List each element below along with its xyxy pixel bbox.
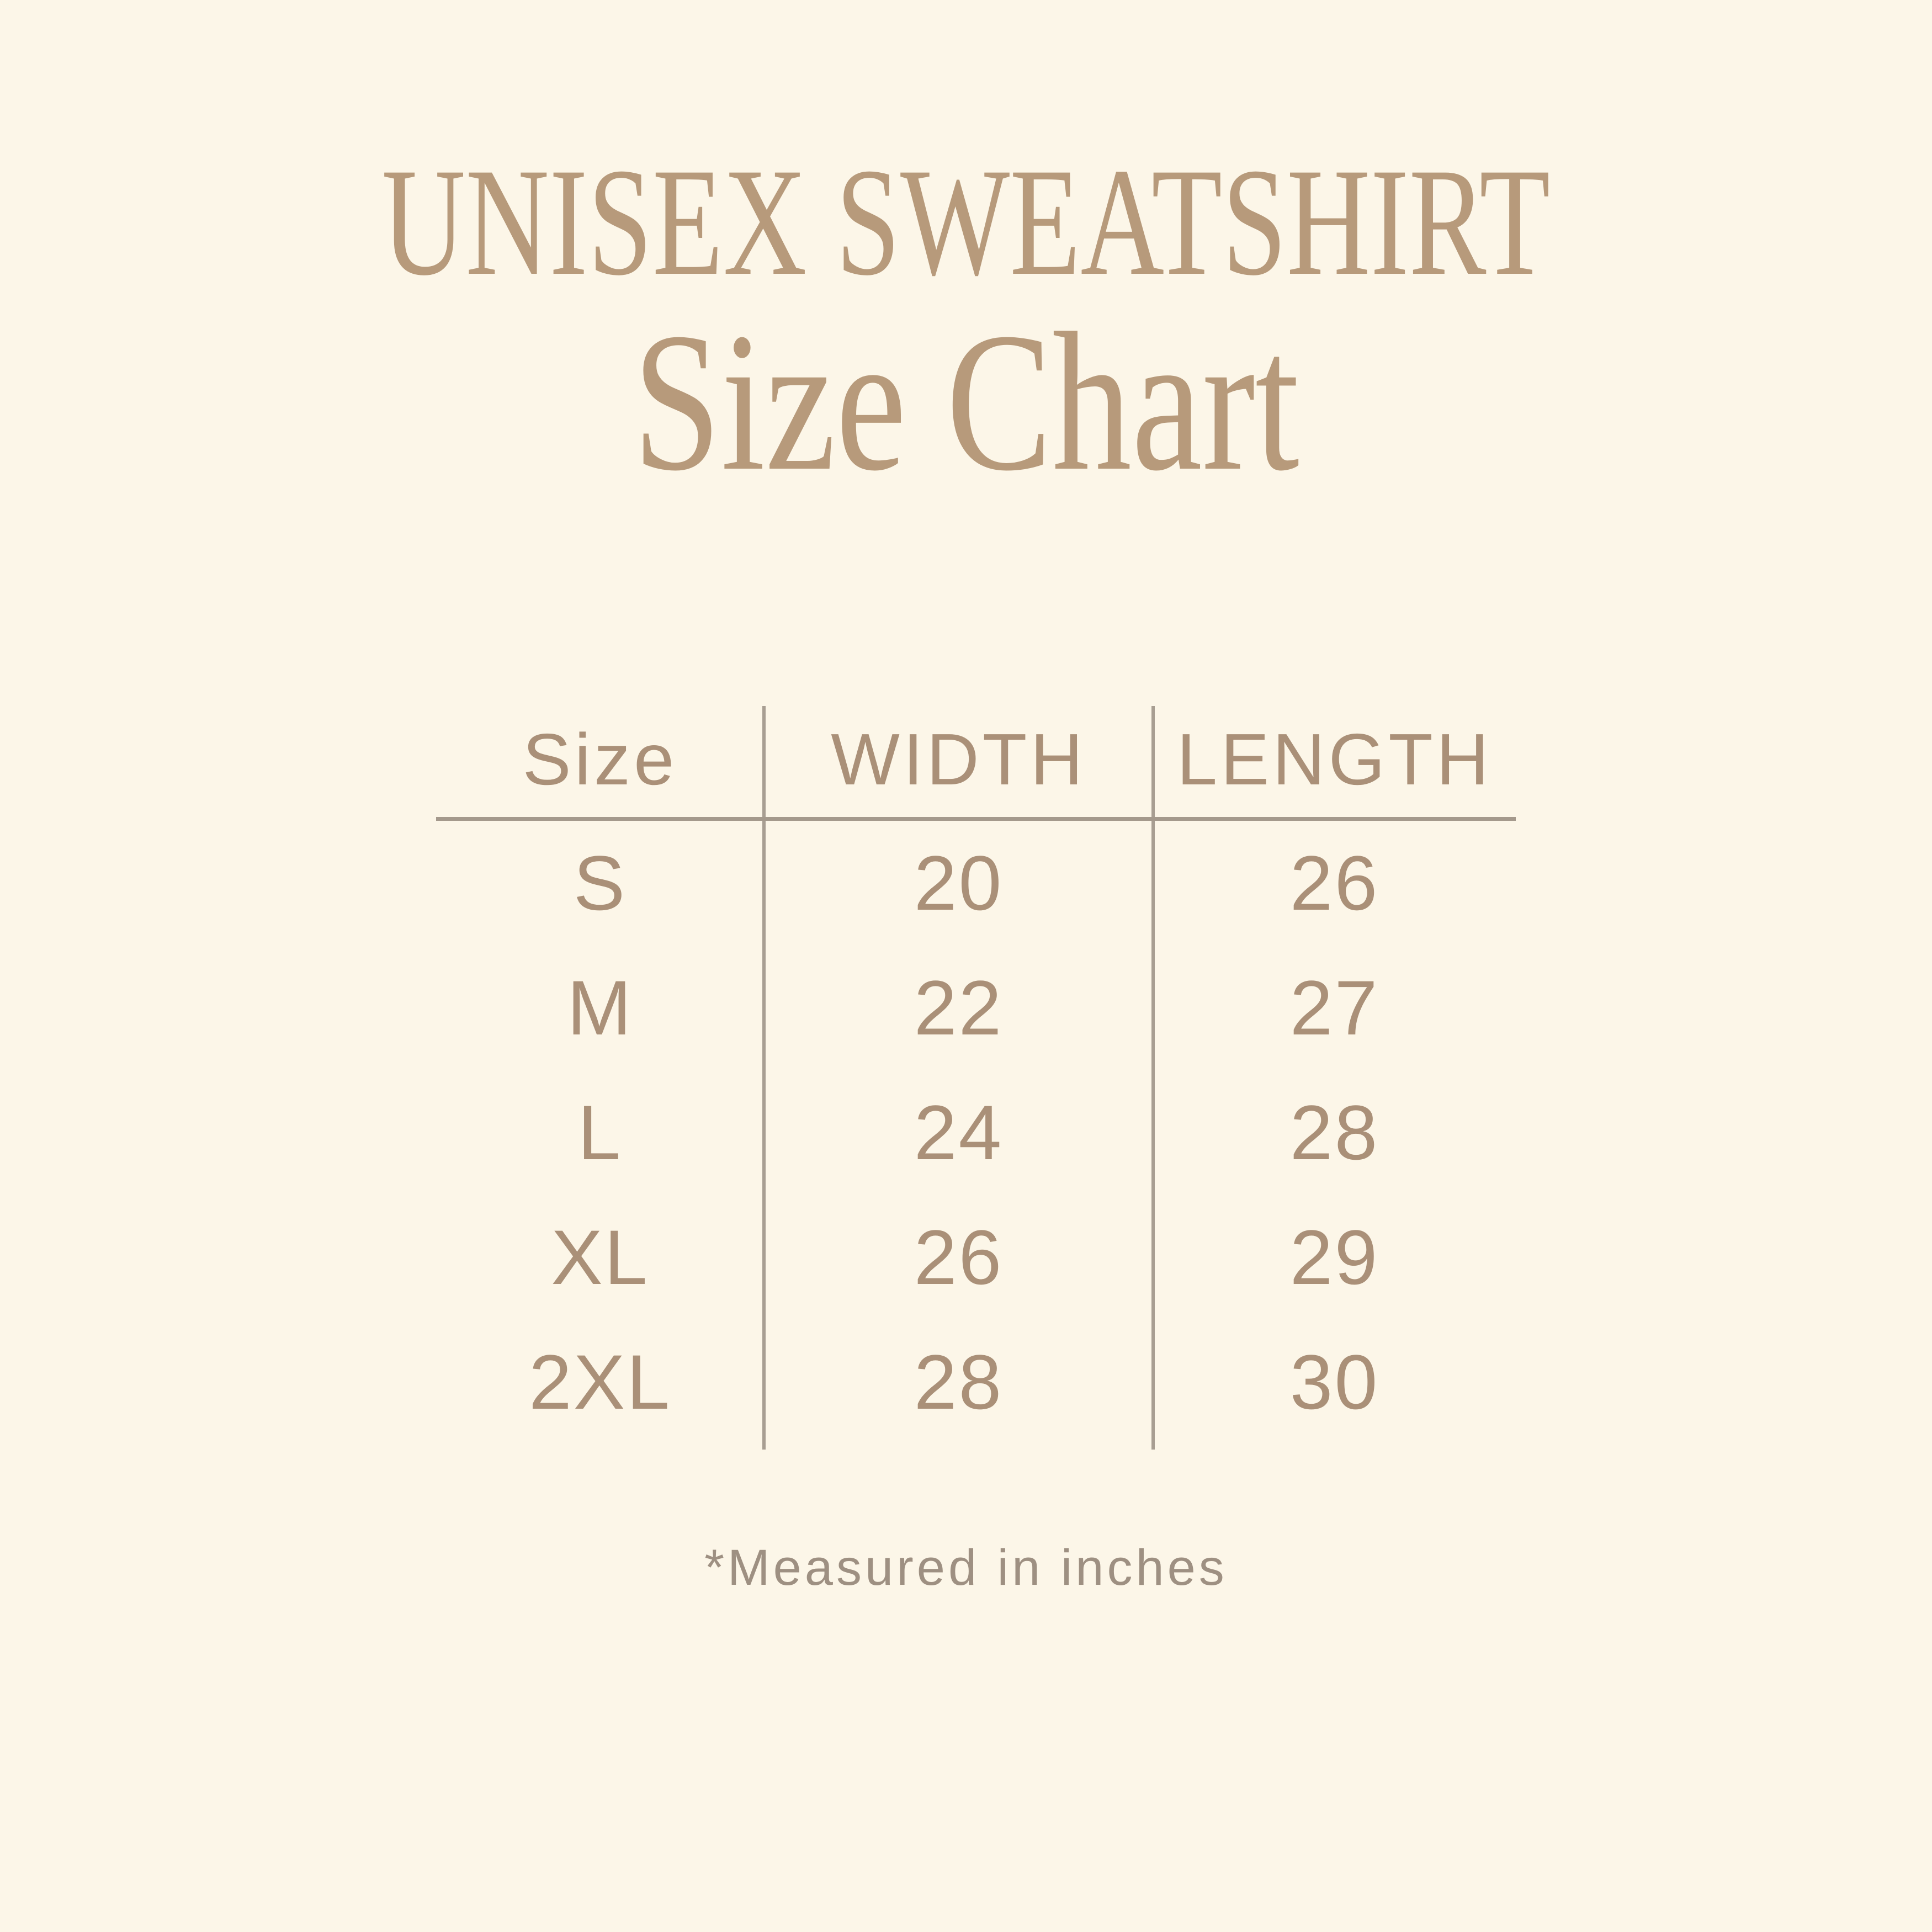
table-cell-size: L: [577, 1089, 623, 1176]
table-cell-length: 27: [1289, 964, 1379, 1051]
column-divider-2: [1151, 706, 1155, 1450]
footnote: *Measured in inches: [704, 1540, 1228, 1596]
column-header-length: LENGTH: [1176, 719, 1493, 800]
column-header-size: Size: [522, 719, 678, 800]
table-cell-size: XL: [551, 1214, 649, 1301]
table-cell-width: 22: [914, 964, 1004, 1051]
table-cell-width: 20: [914, 840, 1004, 926]
table-cell-length: 30: [1289, 1339, 1379, 1425]
table-cell-length: 29: [1289, 1214, 1379, 1301]
table-cell-length: 28: [1289, 1089, 1379, 1176]
table-cell-width: 26: [914, 1214, 1004, 1301]
column-divider-1: [762, 706, 766, 1450]
table-cell-size: M: [567, 964, 633, 1051]
size-table: Size WIDTH LENGTH S 20 26 M 22 27 L 24 2…: [436, 706, 1516, 1450]
table-cell-length: 26: [1289, 840, 1379, 926]
table-cell-width: 24: [914, 1089, 1004, 1176]
column-header-width: WIDTH: [831, 719, 1086, 800]
table-cell-size: S: [573, 840, 627, 926]
table-cell-width: 28: [914, 1339, 1004, 1425]
page-title: UNISEX SWEATSHIRT: [381, 136, 1551, 307]
table-cell-size: 2XL: [528, 1339, 672, 1425]
header-rule: [436, 817, 1516, 821]
page-subtitle: Size Chart: [633, 291, 1299, 512]
